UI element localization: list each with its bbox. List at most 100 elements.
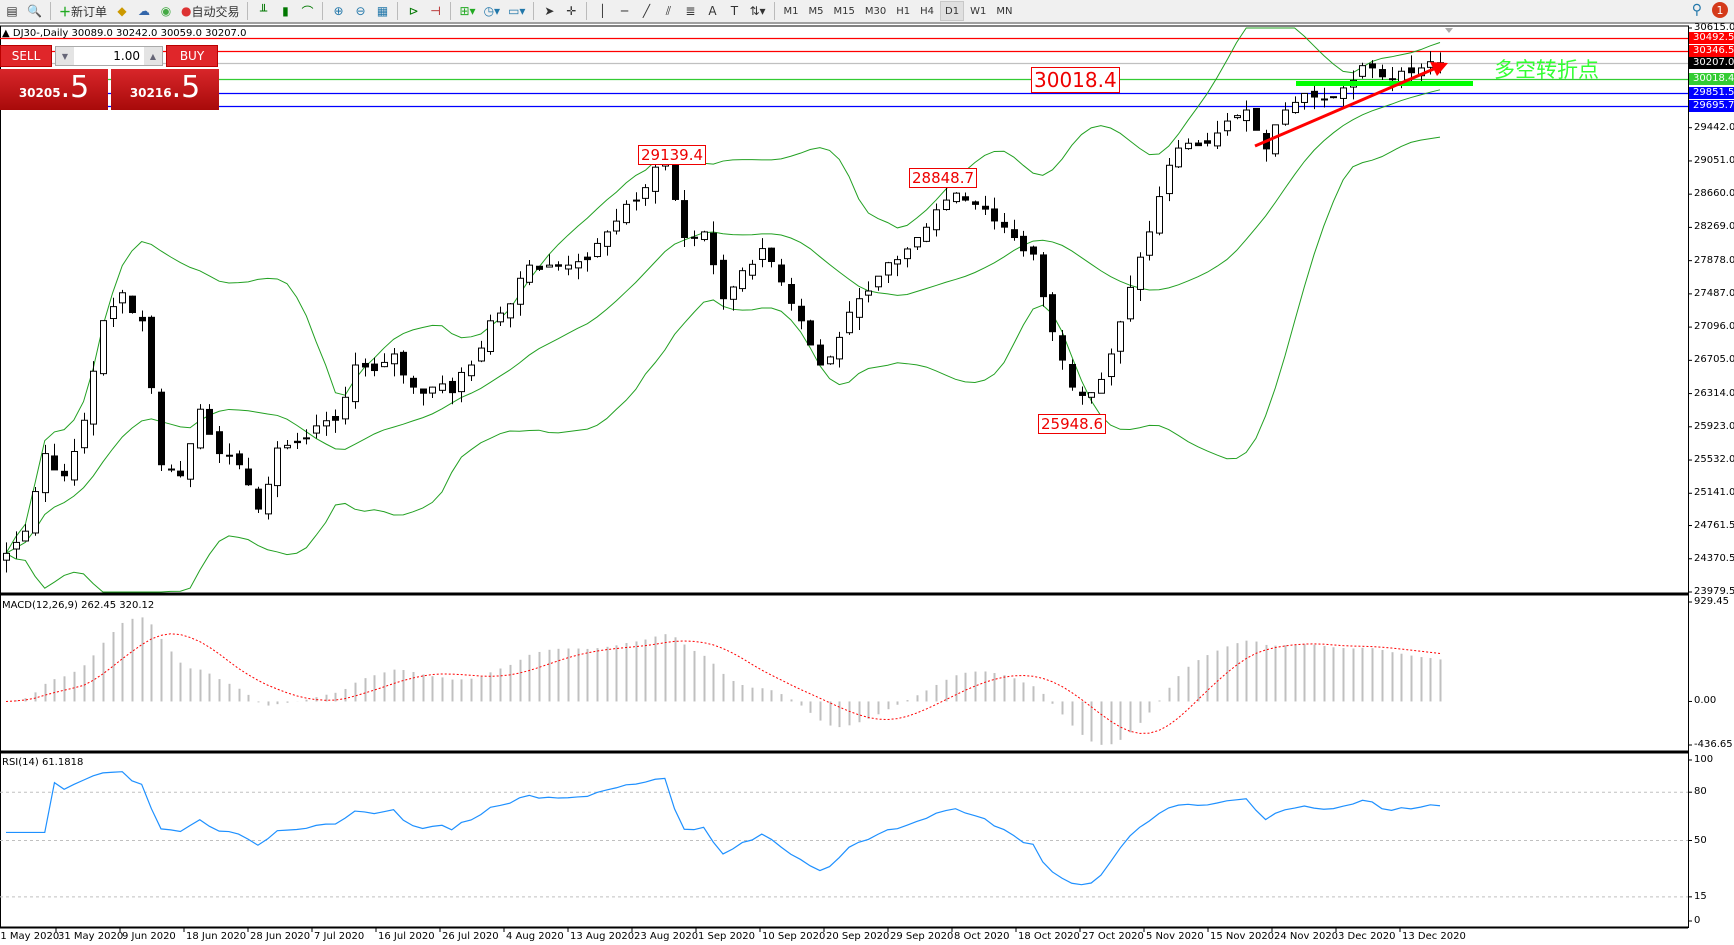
- candle: [1272, 124, 1279, 157]
- cursor-icon[interactable]: ➤: [544, 4, 555, 18]
- sell-button[interactable]: SELL: [0, 45, 52, 67]
- timeframe-m5[interactable]: M5: [808, 5, 824, 17]
- increase-lot-icon[interactable]: ▲: [144, 47, 162, 65]
- candle: [710, 221, 717, 275]
- candle: [1359, 62, 1366, 79]
- toolbar: ▤ 🔍 ＋新订单 ◆ ☁ ◉ ● 自动交易 ╨ ▮ ⌒ ⊕ ⊖ ▦ ⊳ ⊣ ⊞▾ …: [0, 0, 1734, 24]
- candle: [613, 208, 620, 235]
- candle-body: [1282, 109, 1289, 125]
- candle-body: [42, 453, 49, 494]
- candle-body: [555, 264, 562, 267]
- signals-icon[interactable]: ◉: [160, 4, 172, 18]
- buy-button[interactable]: BUY: [166, 45, 218, 67]
- candle: [1292, 96, 1299, 114]
- auto-trading-button[interactable]: ● 自动交易: [178, 1, 243, 21]
- zoom-chart-icon[interactable]: 🔍: [27, 4, 42, 18]
- candle-body: [197, 408, 204, 449]
- divider: [322, 2, 324, 20]
- candle-body: [933, 209, 940, 231]
- candle-body: [1001, 221, 1008, 228]
- vertical-line-icon[interactable]: │: [598, 4, 607, 18]
- periods-clock-icon[interactable]: ◷▾: [483, 4, 501, 18]
- time-tick: 23 Aug 2020: [634, 931, 699, 942]
- sell-price-button[interactable]: 30205.5: [0, 69, 108, 110]
- candle-body: [604, 231, 611, 247]
- notification-badge[interactable]: 1: [1712, 2, 1728, 18]
- divider: [49, 2, 51, 20]
- candle-body: [265, 483, 272, 515]
- search-icon[interactable]: ⚲: [1691, 2, 1702, 18]
- horizontal-line-icon[interactable]: ─: [620, 4, 629, 18]
- candle: [778, 258, 785, 286]
- indicators-icon[interactable]: ⊞▾: [459, 4, 476, 18]
- macd-tick: 929.45: [1694, 596, 1729, 607]
- fibonacci-icon[interactable]: ≣: [685, 4, 696, 18]
- time-tick: 7 Jul 2020: [314, 931, 365, 942]
- auto-trading-icon: ●: [180, 4, 192, 18]
- support-bar: [1296, 81, 1473, 86]
- templates-icon[interactable]: ▭▾: [508, 4, 526, 18]
- candle: [13, 531, 20, 559]
- arrows-icon[interactable]: ⇅▾: [749, 4, 766, 18]
- candle: [81, 412, 88, 454]
- auto-scroll-icon[interactable]: ⊳: [408, 4, 419, 18]
- timeframe-m30[interactable]: M30: [864, 5, 887, 17]
- navigator-icon[interactable]: ☁: [137, 4, 150, 18]
- candle: [594, 238, 601, 258]
- timeframe-m1[interactable]: M1: [783, 5, 799, 17]
- timeframe-d1[interactable]: D1: [940, 1, 965, 21]
- tile-windows-icon[interactable]: ▦: [376, 4, 389, 18]
- candle-body: [13, 541, 20, 550]
- candle-body: [1146, 231, 1153, 256]
- zoom-out-icon[interactable]: ⊖: [355, 4, 366, 18]
- line-chart-icon[interactable]: ⌒: [301, 4, 314, 19]
- candle: [865, 281, 872, 303]
- candle: [768, 247, 775, 268]
- timeframe-m15[interactable]: M15: [833, 5, 855, 17]
- candle: [313, 414, 320, 439]
- bar-chart-icon[interactable]: ╨: [259, 4, 268, 18]
- candle-body: [982, 205, 989, 210]
- zoom-in-icon[interactable]: ⊕: [333, 4, 344, 18]
- candle-body: [962, 196, 969, 201]
- trendline-icon[interactable]: ╱: [642, 4, 651, 18]
- price-label-high-oct: 28848.7: [909, 168, 978, 188]
- timeframe-h1[interactable]: H1: [896, 5, 911, 17]
- crosshair-icon[interactable]: ✛: [566, 4, 577, 18]
- buy-price-button[interactable]: 30216.5: [111, 69, 219, 110]
- candle-body: [323, 420, 330, 427]
- menu-list-icon[interactable]: ▤: [6, 4, 18, 18]
- chart-shift-icon[interactable]: ⊣: [430, 4, 441, 18]
- candlestick-chart-icon[interactable]: ▮: [282, 4, 289, 18]
- timeframe-h4[interactable]: H4: [920, 5, 935, 17]
- collapse-triangle-icon[interactable]: ▲: [2, 28, 13, 39]
- price-label-pivot: 30018.4: [1031, 67, 1120, 93]
- candle-body: [681, 200, 688, 239]
- candle-body: [836, 336, 843, 360]
- new-order-button[interactable]: ＋新订单: [56, 1, 110, 21]
- timeframe-mn[interactable]: MN: [996, 5, 1013, 17]
- equidistant-channel-icon[interactable]: ⫽: [665, 3, 672, 18]
- timeframe-w1[interactable]: W1: [970, 5, 987, 17]
- divider: [533, 2, 535, 20]
- candle: [1204, 132, 1211, 147]
- time-tick: 16 Jul 2020: [378, 931, 435, 942]
- time-tick: 9 Jun 2020: [122, 931, 176, 942]
- candle-body: [1059, 335, 1066, 361]
- candle: [1049, 292, 1056, 341]
- candle-body: [362, 362, 369, 368]
- decrease-lot-icon[interactable]: ▼: [56, 47, 74, 65]
- text-label-icon[interactable]: T: [730, 4, 739, 18]
- lot-size-input[interactable]: 1.00: [113, 49, 140, 63]
- candle-body: [1224, 120, 1231, 132]
- candle-body: [1127, 286, 1134, 320]
- candle: [575, 253, 582, 280]
- time-tick: 18 Oct 2020: [1018, 931, 1080, 942]
- market-watch-icon[interactable]: ◆: [117, 4, 127, 18]
- text-icon[interactable]: A: [708, 4, 717, 18]
- lot-size-stepper[interactable]: ▼ 1.00 ▲: [55, 46, 163, 66]
- time-tick: 3 Dec 2020: [1338, 931, 1396, 942]
- candle: [730, 285, 737, 311]
- candle: [894, 255, 901, 277]
